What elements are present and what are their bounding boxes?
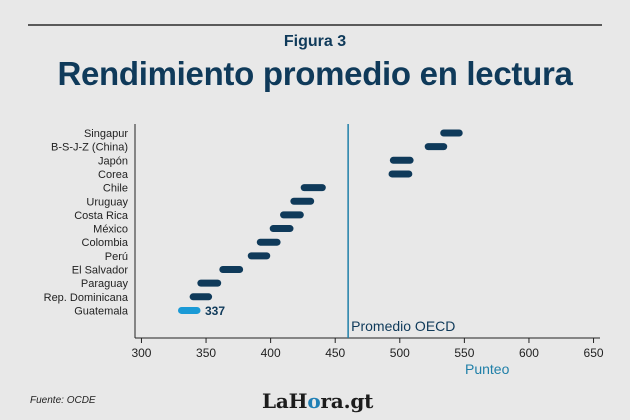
top-rule <box>28 24 602 26</box>
chart-title: Rendimiento promedio en lectura <box>57 55 573 92</box>
category-label: Costa Rica <box>74 210 129 222</box>
category-label: Guatemala <box>74 305 129 317</box>
logo-text-1: LaH <box>262 389 308 413</box>
highlight-data-label: 337 <box>205 304 225 318</box>
category-label: Japón <box>98 155 128 167</box>
category-label: Rep. Dominicana <box>44 292 129 304</box>
reference-line-label: Promedio OECD <box>351 318 455 334</box>
source-note: Fuente: OCDE <box>30 395 96 406</box>
category-label: Corea <box>98 169 129 181</box>
logo-text-2: o <box>307 389 321 413</box>
category-label: Uruguay <box>86 196 128 208</box>
x-tick-label: 600 <box>519 346 539 360</box>
category-label: Perú <box>105 251 128 263</box>
logo: LaHora.gt <box>262 389 373 413</box>
category-label: El Salvador <box>72 265 129 277</box>
category-label: Colombia <box>82 237 129 249</box>
category-label: Chile <box>103 183 128 195</box>
category-label: Paraguay <box>81 278 129 290</box>
figure-label: Figura 3 <box>283 33 347 50</box>
x-tick-label: 500 <box>390 346 410 360</box>
category-label: México <box>93 224 128 236</box>
x-axis-label: Punteo <box>465 361 510 377</box>
category-labels: Singapur B-S-J-Z (China)Japón Corea ChileUr… <box>44 128 129 317</box>
category-label: B-S-J-Z (China) <box>51 142 128 154</box>
x-tick-label: 650 <box>584 346 604 360</box>
category-label: Singapur <box>84 128 128 140</box>
x-tick-label: 450 <box>325 346 345 360</box>
logo-text-3: ra.gt <box>320 389 374 413</box>
axes <box>134 124 600 339</box>
x-ticks: 300 350 400 450 500 550 600 650 Punteo <box>131 338 604 377</box>
x-tick-label: 400 <box>261 346 281 360</box>
x-tick-label: 350 <box>196 346 216 360</box>
x-tick-label: 300 <box>131 346 151 360</box>
x-tick-label: 550 <box>454 346 474 360</box>
bars: 337 <box>178 129 463 318</box>
reference-line-group: Promedio OECD <box>347 124 455 338</box>
